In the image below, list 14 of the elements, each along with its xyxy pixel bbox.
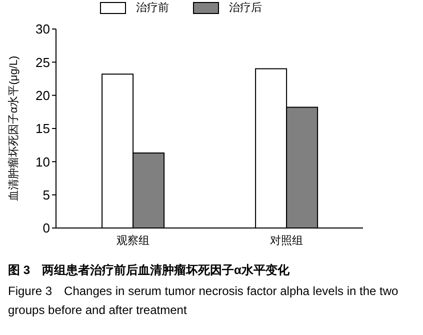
legend-label: 治疗后 — [229, 1, 262, 15]
y-tick-label: 10 — [36, 154, 50, 170]
y-tick-label: 30 — [36, 22, 50, 37]
y-tick-label: 15 — [36, 121, 50, 136]
x-tick-label: 观察组 — [116, 234, 150, 247]
y-axis-title: 血清肿瘤坏死因子α水平(μg/L) — [6, 56, 20, 202]
x-tick-label: 对照组 — [270, 234, 303, 247]
y-tick-label: 0 — [42, 220, 50, 236]
text: 图 3 两组患者治疗前后血清肿瘤坏死因子α水平变化 — [8, 262, 290, 279]
caption: Figure 3 Changes in serum tumor necrosis factor alpha levels in the two groups before and after treatment — [8, 283, 400, 319]
y-tick-label: 5 — [42, 187, 50, 202]
y-tick-label: 25 — [36, 54, 50, 70]
y-tick-label: 20 — [36, 88, 50, 103]
legend-label: 治疗前 — [136, 1, 169, 15]
